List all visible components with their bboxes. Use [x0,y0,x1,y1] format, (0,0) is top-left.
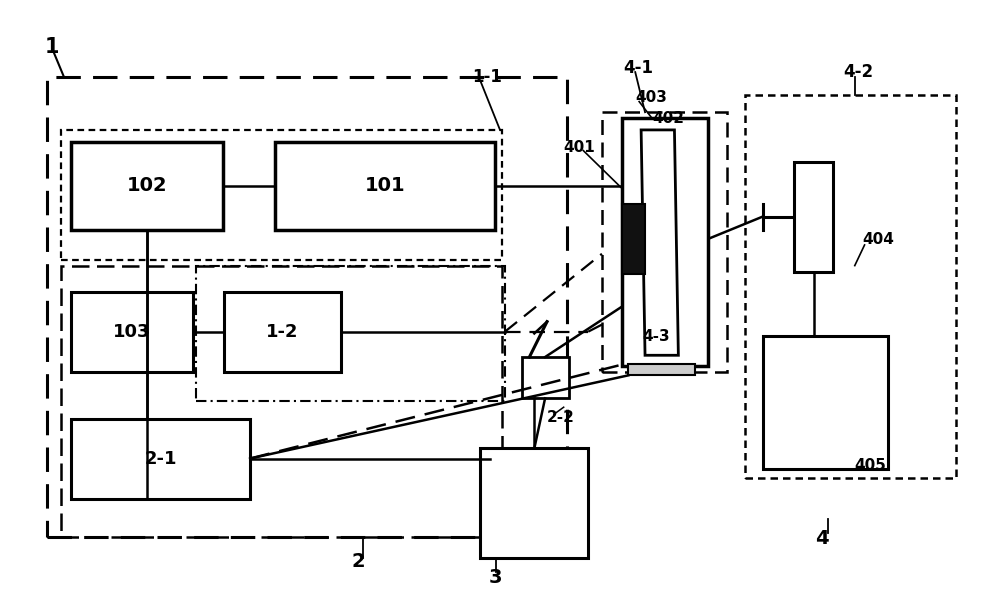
Bar [71,419,250,498]
Text: 403: 403 [635,90,667,105]
Text: 4-1: 4-1 [623,59,653,77]
Bar [622,118,708,366]
Polygon shape [641,130,678,355]
Text: 4-3: 4-3 [642,329,670,344]
Bar [61,130,502,259]
Bar [71,141,223,230]
Bar [763,337,888,469]
Text: 4: 4 [816,529,829,548]
Text: 1: 1 [44,37,59,57]
Bar [224,292,341,372]
Text: 2-1: 2-1 [144,450,177,468]
Text: 401: 401 [564,140,595,155]
Text: 101: 101 [365,176,405,196]
Text: 2: 2 [351,552,365,571]
Bar [275,141,495,230]
Bar [745,95,956,478]
Text: 102: 102 [126,176,167,196]
Bar [71,292,193,372]
Bar [522,357,569,399]
Text: 103: 103 [113,323,151,341]
Text: 405: 405 [855,458,887,473]
Text: 1-2: 1-2 [266,323,299,341]
Text: 1-1: 1-1 [473,68,502,86]
Bar [602,112,727,372]
Bar [61,265,502,537]
Bar [794,163,833,272]
Text: 3: 3 [488,568,502,586]
Text: 402: 402 [652,111,684,126]
Bar [628,364,695,375]
Bar [196,265,505,402]
Polygon shape [622,203,645,275]
Bar [47,77,567,537]
Text: 2-2: 2-2 [547,411,575,425]
Text: 404: 404 [863,232,894,247]
Text: 4-2: 4-2 [843,63,873,81]
Bar [480,448,588,557]
